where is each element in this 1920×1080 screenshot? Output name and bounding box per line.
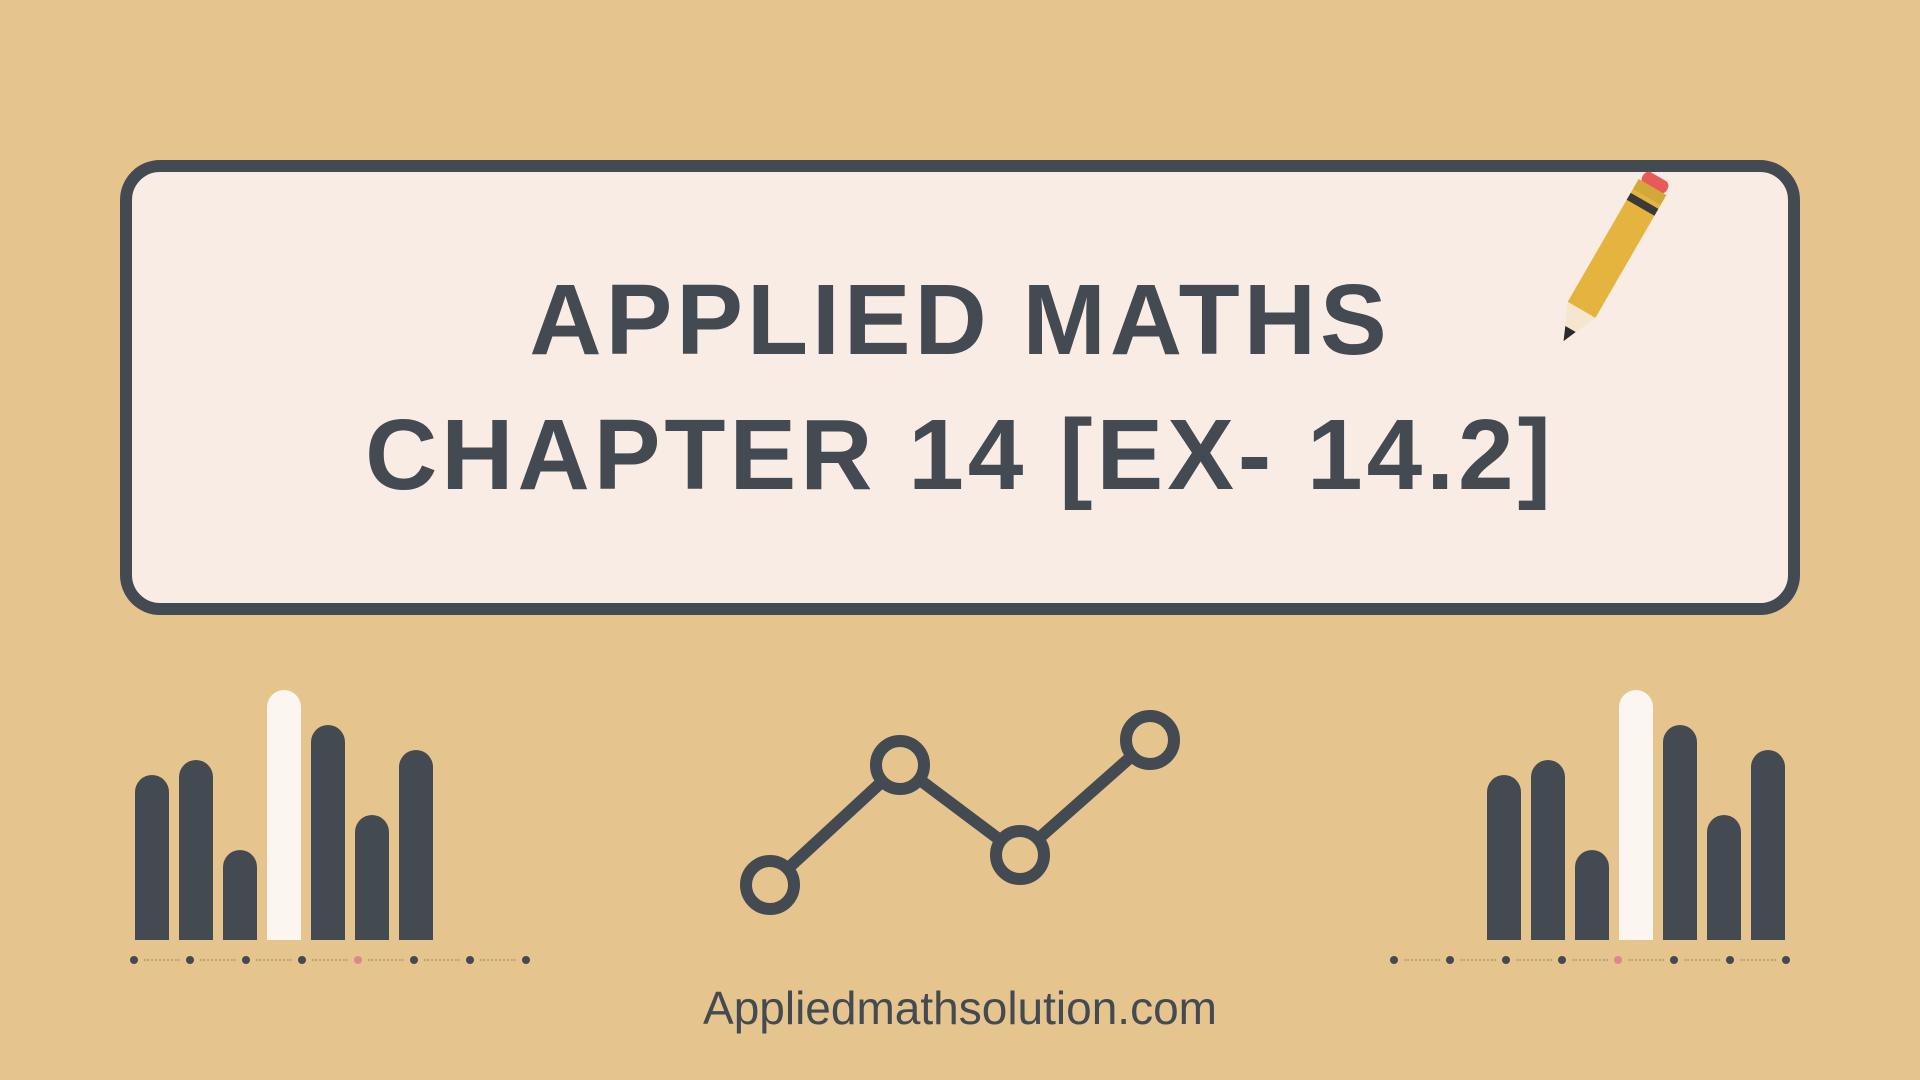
bar bbox=[399, 750, 433, 940]
title-card: APPLIED MATHS CHAPTER 14 [EX- 14.2] bbox=[120, 160, 1800, 615]
axis-dot bbox=[410, 956, 418, 964]
axis-dot bbox=[1670, 956, 1678, 964]
axis-dot bbox=[1446, 956, 1454, 964]
bar bbox=[267, 690, 301, 940]
bar bbox=[1751, 750, 1785, 940]
bar-chart-left bbox=[135, 690, 433, 940]
bar bbox=[311, 725, 345, 940]
bar bbox=[1663, 725, 1697, 940]
bar bbox=[223, 850, 257, 940]
title-line-1: APPLIED MATHS bbox=[529, 263, 1390, 378]
axis-dot bbox=[354, 956, 362, 964]
axis-dot bbox=[1558, 956, 1566, 964]
bar bbox=[135, 775, 169, 940]
axis-dot bbox=[298, 956, 306, 964]
bar bbox=[1619, 690, 1653, 940]
bar bbox=[1531, 760, 1565, 940]
axis-dot bbox=[1502, 956, 1510, 964]
axis-dot bbox=[242, 956, 250, 964]
axis-dot bbox=[1614, 956, 1622, 964]
axis-dot bbox=[1782, 956, 1790, 964]
axis-dot bbox=[522, 956, 530, 964]
bar bbox=[1575, 850, 1609, 940]
title-line-2: CHAPTER 14 [EX- 14.2] bbox=[365, 398, 1555, 513]
bar bbox=[1487, 775, 1521, 940]
bar bbox=[179, 760, 213, 940]
bar bbox=[1707, 815, 1741, 940]
axis-dot bbox=[1390, 956, 1398, 964]
line-chart-icon bbox=[720, 705, 1200, 925]
axis-dot bbox=[466, 956, 474, 964]
bar-chart-right bbox=[1487, 690, 1785, 940]
axis-dot bbox=[130, 956, 138, 964]
footer-url: Appliedmathsolution.com bbox=[0, 981, 1920, 1035]
axis-dot bbox=[186, 956, 194, 964]
dots-line-left bbox=[130, 956, 530, 964]
bar bbox=[355, 815, 389, 940]
axis-dot bbox=[1726, 956, 1734, 964]
dots-line-right bbox=[1390, 956, 1790, 964]
